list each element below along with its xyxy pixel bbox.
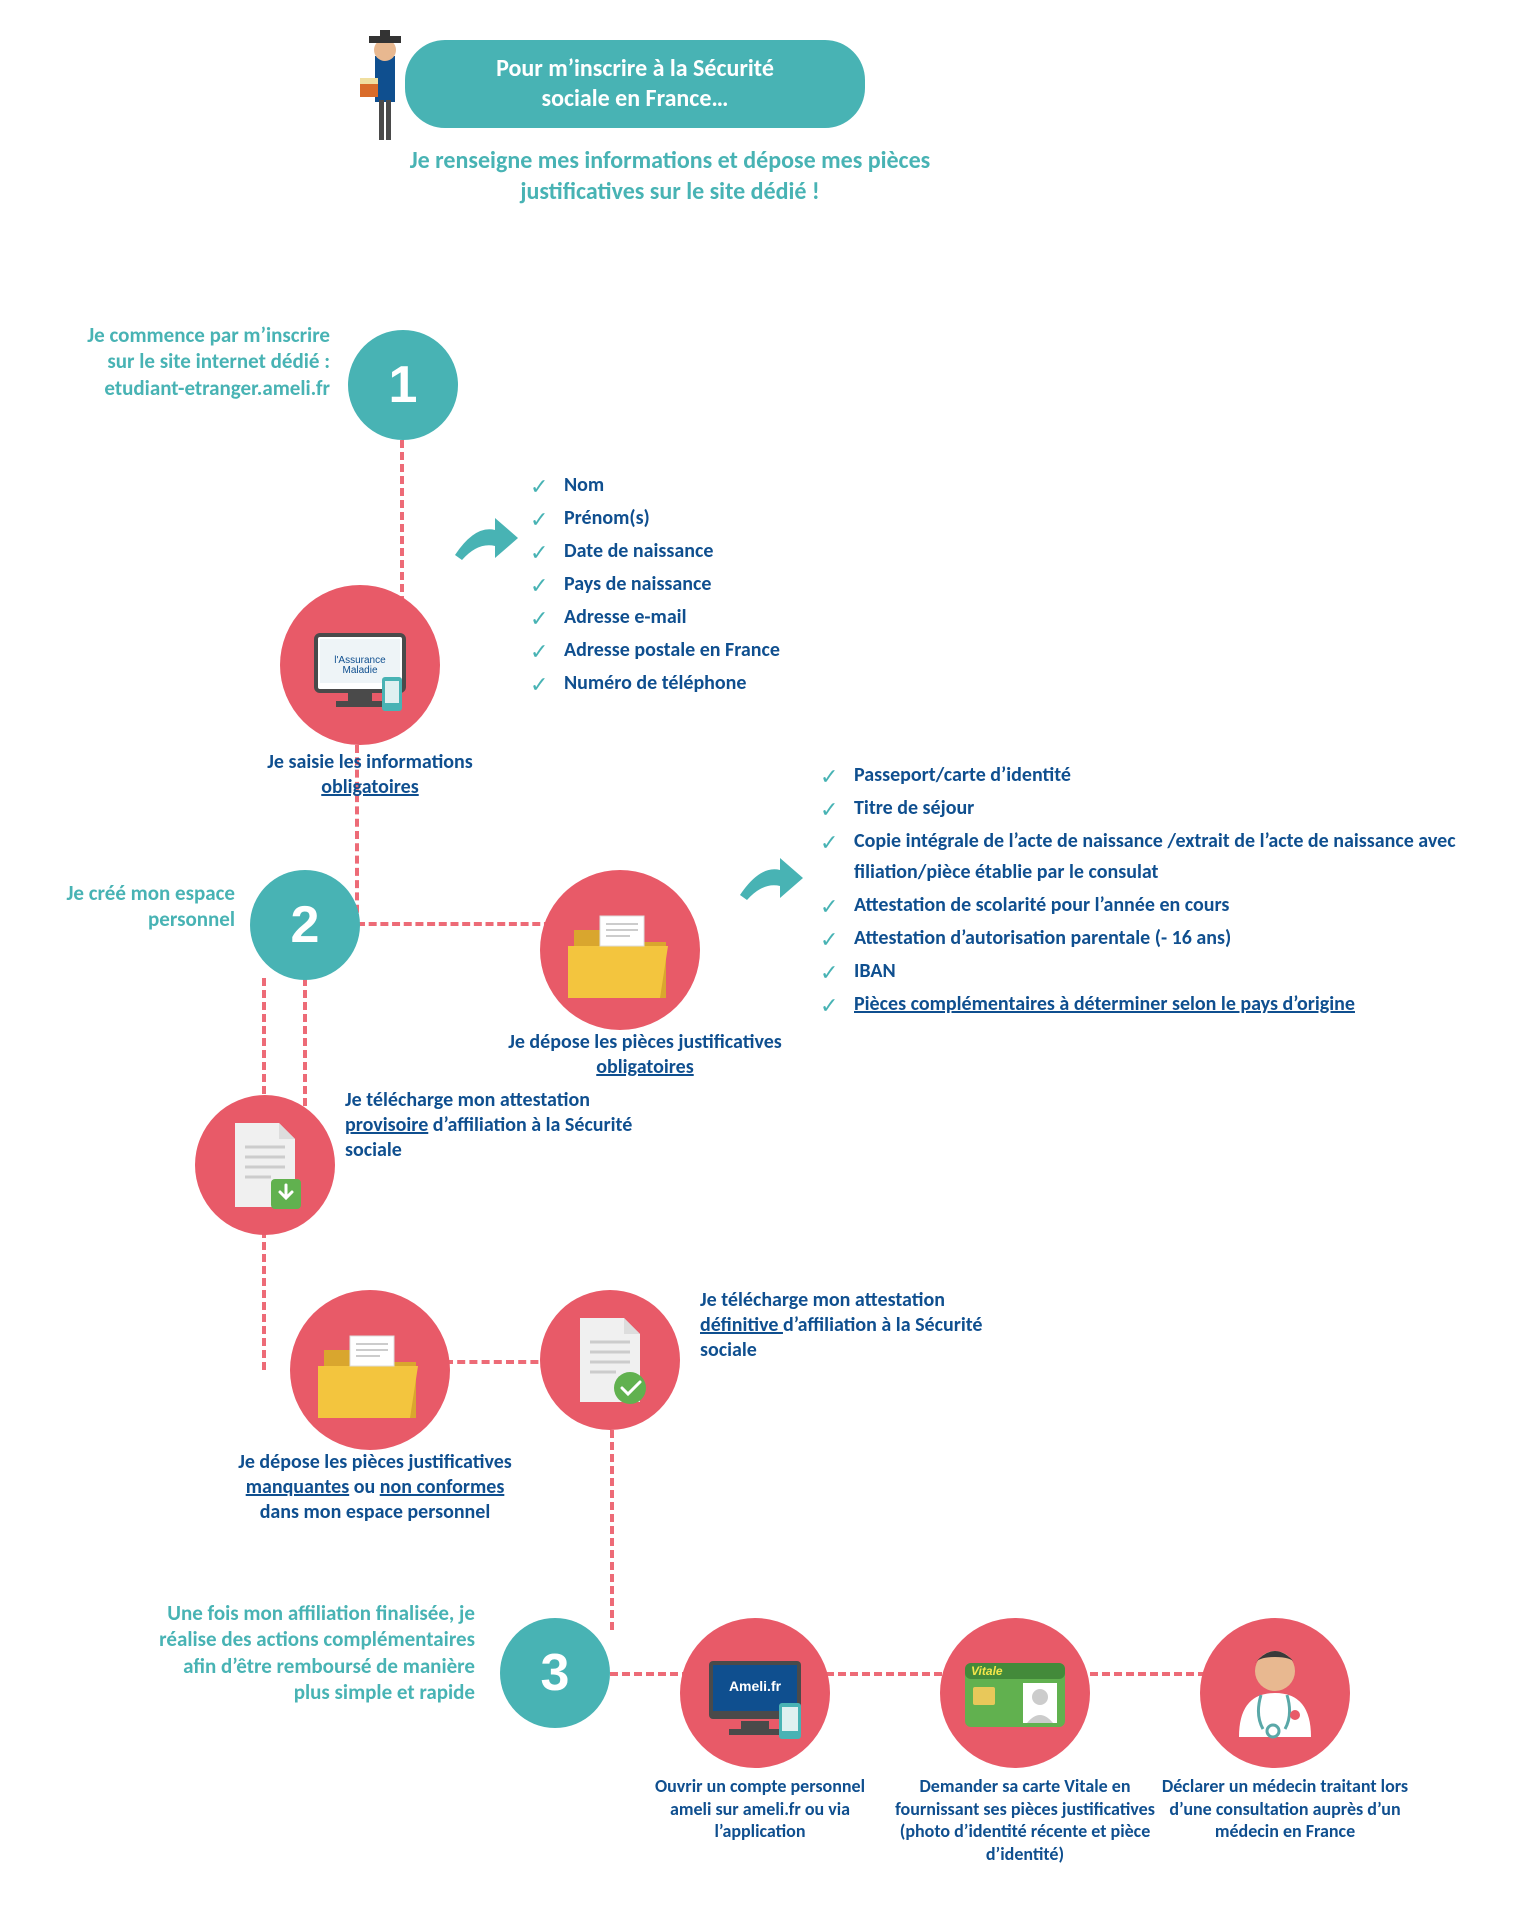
- svg-text:Ameli.fr: Ameli.fr: [729, 1678, 782, 1694]
- node-vitale: Vitale: [940, 1618, 1090, 1768]
- node-info: l'AssuranceMaladie: [280, 585, 440, 745]
- node-ameli: Ameli.fr: [680, 1618, 830, 1768]
- svg-text:Maladie: Maladie: [342, 665, 377, 676]
- svg-text:Vitale: Vitale: [971, 1664, 1003, 1678]
- node-docs: [540, 870, 700, 1030]
- node-def: [540, 1290, 680, 1430]
- node-prov: [195, 1095, 335, 1235]
- node-doctor: [1200, 1618, 1350, 1768]
- node-miss: [290, 1290, 450, 1450]
